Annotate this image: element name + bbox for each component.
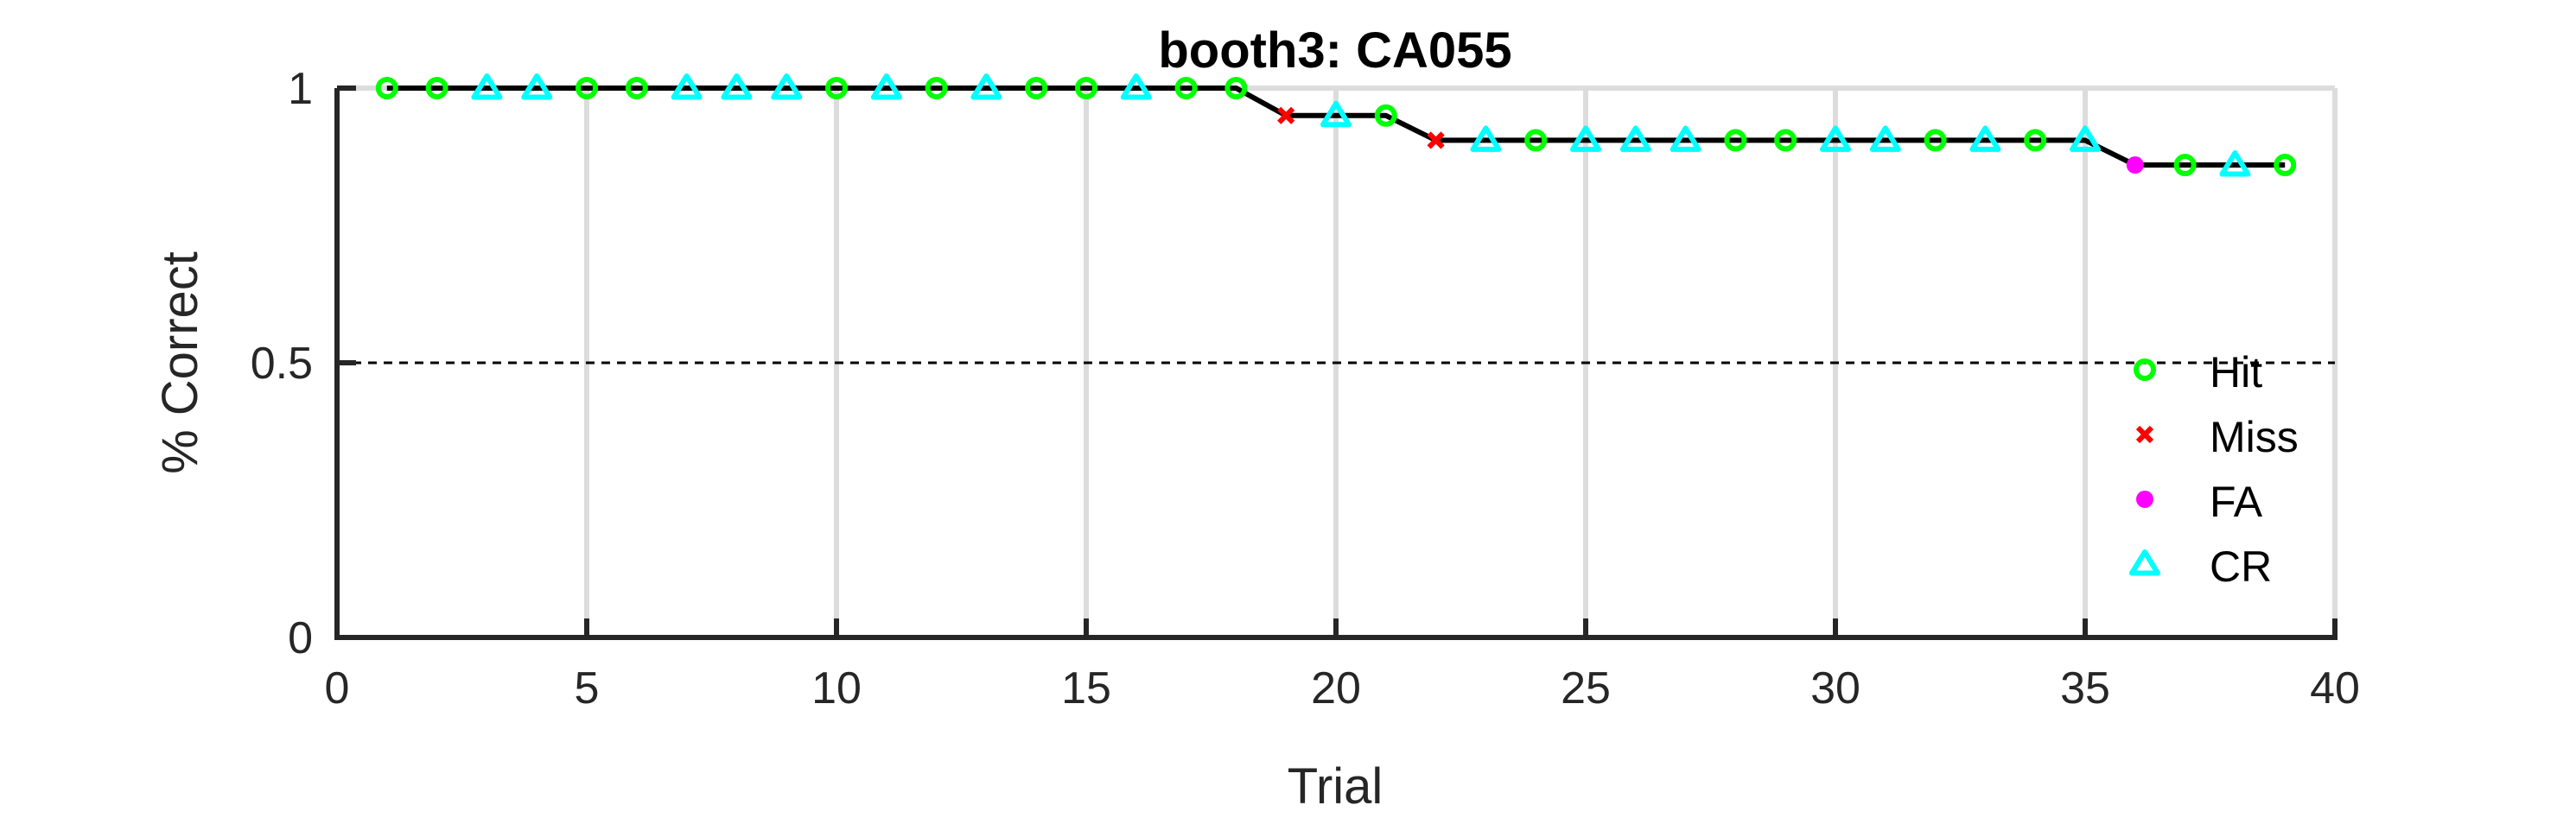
data-point-hit xyxy=(1224,77,1248,99)
x-axis-label: Trial xyxy=(1288,758,1383,815)
x-stroke xyxy=(1277,106,1295,124)
x-tick-label: 0 xyxy=(325,663,350,713)
y-tick-label: 0.5 xyxy=(251,339,313,389)
data-point-cr xyxy=(1670,125,1701,152)
performance-line xyxy=(386,86,2286,168)
data-point-hit xyxy=(1774,129,1797,152)
data-point-cr xyxy=(471,73,503,100)
x-tick-label: 35 xyxy=(2060,663,2110,713)
data-point-hit xyxy=(1724,129,1747,152)
chart-title: booth3: CA055 xyxy=(1158,22,1511,79)
x-tick-label: 30 xyxy=(1810,663,1860,713)
data-point-cr xyxy=(671,73,703,100)
legend-marker-cr xyxy=(2129,549,2160,576)
data-point-cr xyxy=(870,73,902,100)
data-point-hit xyxy=(1524,129,1548,152)
x-tick-label: 25 xyxy=(1561,663,1611,713)
data-point-hit xyxy=(375,77,398,99)
data-point-hit xyxy=(625,77,648,99)
data-point-cr xyxy=(1619,125,1651,152)
legend-label-cr: CR xyxy=(2210,542,2272,591)
data-point-miss xyxy=(1427,131,1445,149)
data-point-cr xyxy=(1470,125,1502,152)
x-tick-label: 10 xyxy=(811,663,862,713)
legend-layer: Hit Miss FA CR xyxy=(2129,348,2299,591)
data-point-cr xyxy=(970,73,1002,100)
data-point-hit xyxy=(2274,154,2297,177)
data-point-cr xyxy=(1869,125,1901,152)
data-point-hit xyxy=(576,77,598,99)
data-point-hit xyxy=(825,77,848,99)
data-point-cr xyxy=(771,73,803,100)
data-point-hit xyxy=(1174,77,1198,99)
data-point-cr xyxy=(2070,125,2101,152)
data-point-hit xyxy=(1374,104,1397,127)
data-point-hit xyxy=(1025,77,1048,99)
data-point-miss xyxy=(1277,106,1295,124)
legend-marker-miss xyxy=(2135,425,2154,444)
data-point-cr xyxy=(1320,100,1352,128)
x-tick-label: 20 xyxy=(1311,663,1361,713)
data-point-cr xyxy=(721,73,753,100)
legend-label-hit: Hit xyxy=(2210,348,2262,396)
data-point-cr xyxy=(521,73,553,100)
data-point-cr xyxy=(1120,73,1152,100)
y-axis-label: % Correct xyxy=(152,251,208,474)
data-point-hit xyxy=(2024,129,2047,152)
x-tick-label: 5 xyxy=(575,663,600,713)
x-tick-label: 15 xyxy=(1061,663,1111,713)
data-point-fa xyxy=(2126,156,2144,174)
data-point-cr xyxy=(1820,125,1851,152)
data-point-hit xyxy=(425,77,448,99)
axes-layer: 0 5 10 15 20 25 30 35 40 0 0.5 1 xyxy=(251,64,2360,713)
legend-label-fa: FA xyxy=(2210,478,2263,526)
y-tick-label: 0 xyxy=(288,613,313,663)
data-point-hit xyxy=(925,77,948,99)
data-point-hit xyxy=(1924,129,1947,152)
grid-layer xyxy=(337,86,2337,637)
legend-marker-hit xyxy=(2134,358,2156,381)
legend-marker-fa xyxy=(2136,491,2153,508)
data-point-hit xyxy=(1075,77,1097,99)
y-tick-label: 1 xyxy=(288,64,313,114)
x-stroke xyxy=(2135,425,2154,444)
data-point-hit xyxy=(2173,154,2197,177)
x-tick-label: 40 xyxy=(2310,663,2360,713)
legend-label-miss: Miss xyxy=(2210,413,2299,461)
data-point-cr xyxy=(1570,125,1601,152)
data-point-cr xyxy=(2219,150,2251,177)
data-point-cr xyxy=(1969,125,2001,152)
series-layer xyxy=(375,73,2297,177)
x-stroke xyxy=(1427,131,1445,149)
